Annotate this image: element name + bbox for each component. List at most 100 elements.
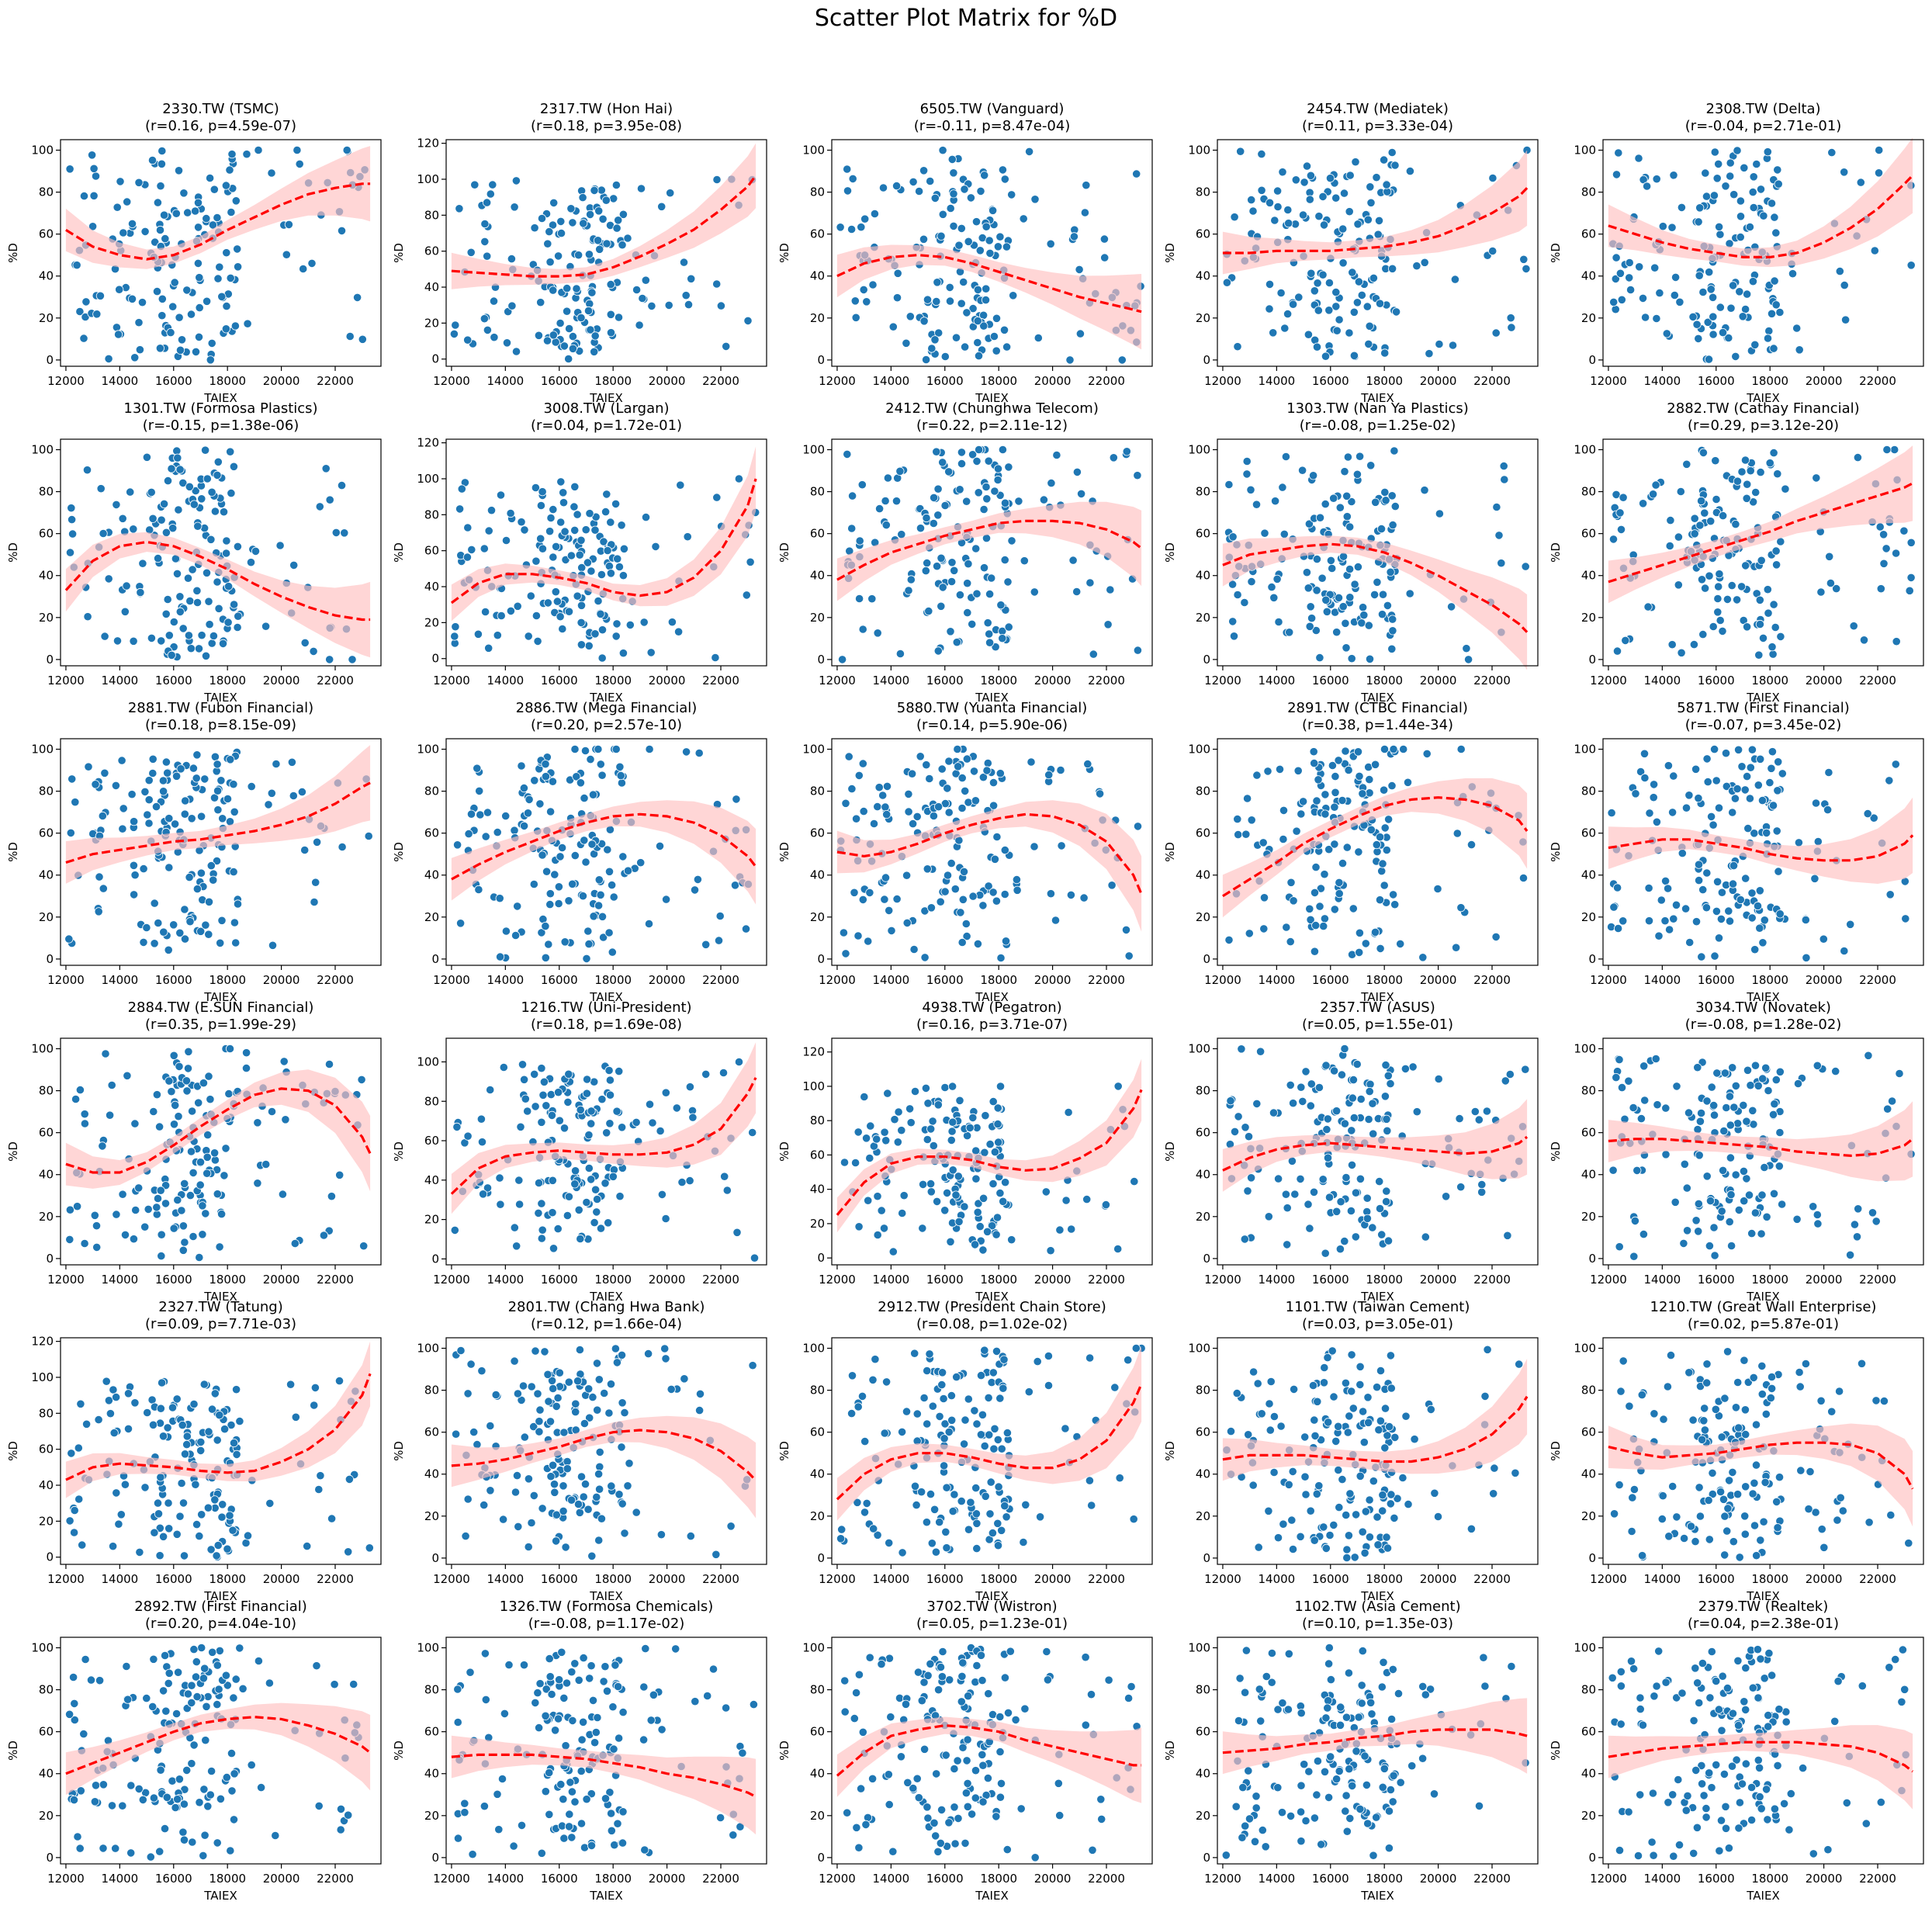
data-point [154,918,163,928]
x-axis-label: TAIEX [975,1290,1008,1304]
data-point [335,1170,345,1179]
data-point [933,1197,942,1207]
data-point [948,1082,957,1091]
data-point [1697,575,1707,584]
data-point [164,1524,174,1533]
data-point [196,1158,206,1167]
data-point [922,760,931,770]
subplot-stats: (r=0.14, p=5.90e-06) [916,717,1068,733]
x-tick-label: 22000 [1088,973,1125,987]
data-point [1906,573,1916,583]
axes-frame [1217,438,1539,667]
data-point [205,173,215,183]
data-point [543,1370,552,1379]
data-point [1378,1491,1387,1500]
data-point [1377,1230,1387,1239]
data-point [1488,173,1497,183]
data-point [919,166,929,175]
x-tick-label: 14000 [1643,374,1681,388]
data-point [581,857,590,867]
data-point [590,525,600,535]
data-point [212,856,222,866]
data-point [902,871,912,880]
data-point [310,1401,319,1410]
data-point [711,653,720,663]
data-point [922,513,931,523]
data-point [1321,1543,1331,1553]
data-point [1771,228,1781,237]
data-point [581,525,590,535]
data-point [897,530,906,539]
data-point [1345,328,1354,338]
axes-frame [445,738,767,966]
data-point [974,488,983,497]
x-tick-label: 22000 [317,973,354,987]
x-axis-label: TAIEX [975,990,1008,1004]
data-point [584,940,594,949]
y-axis-label: %D [1549,842,1563,862]
data-point [1089,649,1098,659]
data-point [611,1344,621,1353]
data-point [570,525,580,535]
data-point [1758,1074,1768,1083]
data-point [1706,517,1716,526]
data-point [1398,1473,1407,1483]
data-point [1002,1429,1013,1438]
data-point [933,646,943,656]
data-point [606,279,615,289]
data-point [1619,916,1628,926]
data-point [839,928,849,937]
data-point [1456,1183,1466,1192]
data-point [550,1488,559,1497]
data-point [1101,1200,1111,1210]
data-point [206,535,216,544]
y-axis-label: %D [1163,1441,1177,1461]
data-point [1354,847,1363,857]
subplot-title: 5880.TW (Yuanta Financial) [897,700,1088,716]
data-point [1712,174,1722,183]
data-point [604,1218,613,1228]
data-point [847,224,857,234]
data-point [1639,1230,1648,1239]
x-tick-label: 18000 [594,1572,632,1586]
data-point [1702,1359,1712,1369]
data-point [230,807,239,816]
data-point [243,319,252,328]
data-point [1321,499,1330,509]
data-point [104,354,113,363]
data-point [1422,749,1432,759]
data-point [207,639,216,648]
data-point [1335,503,1345,512]
data-point [1328,563,1337,573]
data-point [1302,568,1312,577]
x-tick-label: 18000 [1366,1273,1403,1287]
data-point [1382,1186,1391,1196]
data-point [585,1413,594,1422]
data-point [119,804,128,813]
data-point [1274,617,1283,627]
data-point [661,1214,670,1224]
data-point [164,1076,174,1086]
data-point [860,1092,869,1102]
data-point [213,457,223,466]
data-point [1283,205,1293,215]
data-point [204,597,213,606]
scatter-points [1608,445,1916,660]
data-point [1612,1073,1621,1082]
data-point [1708,1489,1717,1499]
data-point [1671,900,1681,909]
data-point [364,831,373,841]
data-point [1725,1092,1734,1101]
data-point [1771,1075,1781,1085]
data-point [743,316,753,325]
data-point [221,1144,230,1153]
data-point [556,518,566,527]
data-point [337,480,347,490]
data-point [206,1095,215,1104]
data-point [64,934,74,944]
x-axis-label: TAIEX [1746,691,1779,705]
x-tick-label: 18000 [209,1273,246,1287]
data-point [1740,1529,1750,1539]
data-point [486,1486,495,1495]
data-point [546,513,556,523]
